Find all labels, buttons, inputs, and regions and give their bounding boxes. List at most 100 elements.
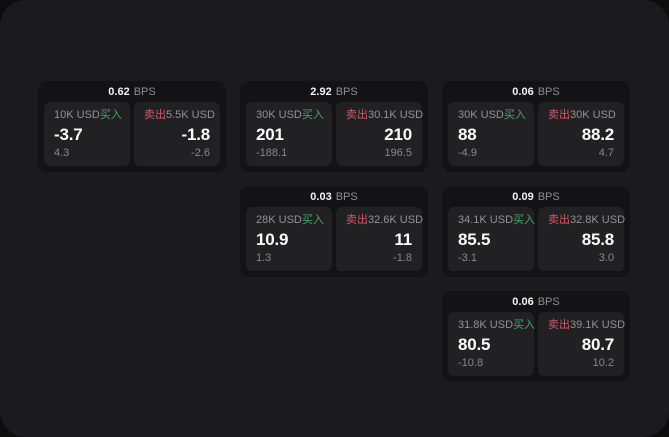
spread-header: 0.09 BPS <box>442 186 630 207</box>
spread-value: 0.03 <box>310 190 332 203</box>
quote-body: 31.8K USD 买入 80.5 -10.8 卖出 39.1K USD 80.… <box>442 312 630 382</box>
sell-price: 11 <box>394 229 412 249</box>
buy-side-label: 买入 <box>513 214 536 226</box>
spread-unit: BPS <box>537 295 560 308</box>
sell-delta: 4.7 <box>598 147 614 159</box>
sell-delta: 10.2 <box>592 357 614 369</box>
quote-body: 30K USD 买入 88 -4.9 卖出 30K USD 88.2 4.7 <box>442 102 630 172</box>
buy-price: 88 <box>458 124 477 144</box>
sell-tile-header: 卖出 30.1K USD <box>346 109 423 122</box>
buy-quote-tile[interactable]: 34.1K USD 买入 85.5 -3.1 <box>448 207 535 271</box>
buy-delta: 4.3 <box>54 147 70 159</box>
buy-price: 80.5 <box>458 334 491 354</box>
spread-unit: BPS <box>335 85 358 98</box>
spread-header: 2.92 BPS <box>240 81 428 102</box>
sell-side-label: 卖出 <box>144 109 166 121</box>
quote-card: 0.09 BPS 34.1K USD 买入 85.5 -3.1 卖出 32.8K… <box>442 186 630 277</box>
buy-quote-tile[interactable]: 28K USD 买入 10.9 1.3 <box>246 207 332 271</box>
buy-quote-tile[interactable]: 31.8K USD 买入 80.5 -10.8 <box>448 312 535 376</box>
sell-price: 80.7 <box>581 334 614 354</box>
buy-side-label: 买入 <box>301 109 324 121</box>
buy-side-label: 买入 <box>301 214 324 226</box>
sell-notional: 30.1K USD <box>368 109 424 121</box>
sell-delta: 3.0 <box>598 252 614 264</box>
sell-quote-tile[interactable]: 卖出 5.5K USD -1.8 -2.6 <box>134 102 220 166</box>
buy-price: 201 <box>256 124 284 144</box>
buy-side-label: 买入 <box>503 109 526 121</box>
spread-header: 0.03 BPS <box>240 186 428 207</box>
buy-tile-header: 30K USD 买入 <box>458 109 526 122</box>
sell-tile-header: 卖出 32.8K USD <box>548 214 625 227</box>
sell-quote-tile[interactable]: 卖出 30.1K USD 210 196.5 <box>336 102 423 166</box>
buy-delta: -188.1 <box>256 147 288 159</box>
buy-price: 85.5 <box>458 229 491 249</box>
buy-quote-tile[interactable]: 30K USD 买入 88 -4.9 <box>448 102 534 166</box>
quote-body: 28K USD 买入 10.9 1.3 卖出 32.6K USD 11 -1.8 <box>240 207 428 277</box>
sell-tile-header: 卖出 5.5K USD <box>144 109 215 122</box>
sell-quote-tile[interactable]: 卖出 32.8K USD 85.8 3.0 <box>538 207 625 271</box>
sell-notional: 32.6K USD <box>368 214 424 226</box>
buy-notional: 31.8K USD <box>458 319 514 331</box>
quote-body: 34.1K USD 买入 85.5 -3.1 卖出 32.8K USD 85.8… <box>442 207 630 277</box>
sell-side-label: 卖出 <box>548 214 570 226</box>
buy-notional: 28K USD <box>256 214 302 226</box>
sell-tile-header: 卖出 32.6K USD <box>346 214 423 227</box>
spread-unit: BPS <box>335 190 358 203</box>
buy-delta: -4.9 <box>458 147 477 159</box>
buy-notional: 34.1K USD <box>458 214 514 226</box>
sell-side-label: 卖出 <box>548 109 570 121</box>
buy-delta: 1.3 <box>256 252 272 264</box>
sell-notional: 30K USD <box>570 109 616 121</box>
sell-price: 85.8 <box>581 229 614 249</box>
spread-unit: BPS <box>537 190 560 203</box>
buy-side-label: 买入 <box>99 109 122 121</box>
sell-notional: 32.8K USD <box>570 214 626 226</box>
buy-tile-header: 34.1K USD 买入 <box>458 214 535 227</box>
spread-unit: BPS <box>537 85 560 98</box>
sell-tile-header: 卖出 39.1K USD <box>548 319 625 332</box>
buy-delta: -10.8 <box>458 357 484 369</box>
sell-price: 88.2 <box>581 124 614 144</box>
quote-card: 2.92 BPS 30K USD 买入 201 -188.1 卖出 30.1K … <box>240 81 428 172</box>
sell-quote-tile[interactable]: 卖出 30K USD 88.2 4.7 <box>538 102 624 166</box>
sell-side-label: 卖出 <box>346 214 368 226</box>
sell-delta: 196.5 <box>384 147 412 159</box>
spread-header: 0.62 BPS <box>38 81 226 102</box>
buy-tile-header: 31.8K USD 买入 <box>458 319 535 332</box>
spread-value: 0.09 <box>512 190 534 203</box>
quote-card: 0.06 BPS 30K USD 买入 88 -4.9 卖出 30K USD <box>442 81 630 172</box>
sell-notional: 5.5K USD <box>166 109 215 121</box>
buy-quote-tile[interactable]: 10K USD 买入 -3.7 4.3 <box>44 102 130 166</box>
quote-body: 30K USD 买入 201 -188.1 卖出 30.1K USD 210 1… <box>240 102 428 172</box>
sell-delta: -2.6 <box>191 147 210 159</box>
spread-value: 0.06 <box>512 295 534 308</box>
spread-header: 0.06 BPS <box>442 291 630 312</box>
buy-tile-header: 10K USD 买入 <box>54 109 122 122</box>
quote-cards-grid: 0.62 BPS 10K USD 买入 -3.7 4.3 卖出 5.5K USD <box>38 81 630 382</box>
spread-value: 2.92 <box>310 85 332 98</box>
buy-notional: 10K USD <box>54 109 100 121</box>
sell-side-label: 卖出 <box>346 109 368 121</box>
sell-tile-header: 卖出 30K USD <box>548 109 616 122</box>
buy-price: 10.9 <box>256 229 289 249</box>
sell-delta: -1.8 <box>393 252 412 264</box>
spread-header: 0.06 BPS <box>442 81 630 102</box>
sell-quote-tile[interactable]: 卖出 32.6K USD 11 -1.8 <box>336 207 423 271</box>
spread-value: 0.06 <box>512 85 534 98</box>
buy-side-label: 买入 <box>513 319 536 331</box>
quote-body: 10K USD 买入 -3.7 4.3 卖出 5.5K USD -1.8 -2.… <box>38 102 226 172</box>
buy-tile-header: 28K USD 买入 <box>256 214 324 227</box>
quote-card: 0.06 BPS 31.8K USD 买入 80.5 -10.8 卖出 39.1… <box>442 291 630 382</box>
quote-card: 0.03 BPS 28K USD 买入 10.9 1.3 卖出 32.6K US… <box>240 186 428 277</box>
sell-price: -1.8 <box>181 124 211 144</box>
sell-notional: 39.1K USD <box>570 319 626 331</box>
buy-quote-tile[interactable]: 30K USD 买入 201 -188.1 <box>246 102 332 166</box>
buy-tile-header: 30K USD 买入 <box>256 109 324 122</box>
sell-price: 210 <box>384 124 412 144</box>
buy-notional: 30K USD <box>458 109 504 121</box>
buy-notional: 30K USD <box>256 109 302 121</box>
sell-quote-tile[interactable]: 卖出 39.1K USD 80.7 10.2 <box>538 312 625 376</box>
sell-side-label: 卖出 <box>548 319 570 331</box>
spread-value: 0.62 <box>108 85 130 98</box>
